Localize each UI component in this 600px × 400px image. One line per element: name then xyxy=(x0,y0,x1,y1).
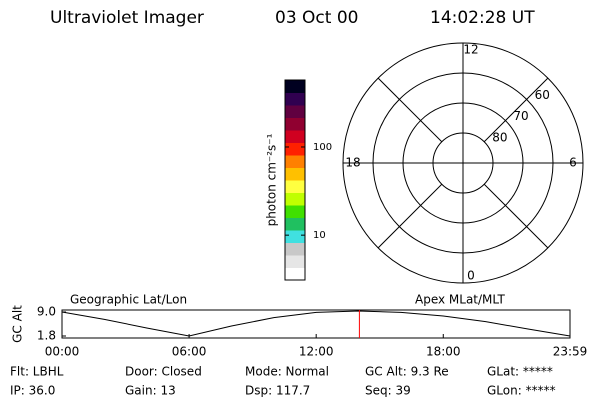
latitude-label: 70 xyxy=(513,109,528,123)
title: Ultraviolet Imager xyxy=(50,8,204,28)
status-field: GC Alt: 9.3 Re xyxy=(365,365,449,379)
colorbar-swatch xyxy=(285,167,305,181)
y-tick-label: 9.0 xyxy=(37,305,56,319)
colorbar-label: photon cm⁻²s⁻¹ xyxy=(265,133,279,226)
colorbar-swatch xyxy=(285,155,305,168)
date: 03 Oct 00 xyxy=(275,8,358,28)
colorbar-tick-label: 100 xyxy=(313,142,332,153)
colorbar-swatch xyxy=(285,230,305,243)
x-tick-label: 12:00 xyxy=(299,345,334,359)
status-field: IP: 36.0 xyxy=(10,384,55,398)
status-field: GLat: ***** xyxy=(487,365,553,379)
colorbar-swatch xyxy=(285,242,305,256)
x-tick-label: 00:00 xyxy=(45,345,80,359)
colorbar-swatch xyxy=(285,92,305,106)
polar-spoke xyxy=(377,183,443,249)
colorbar-swatch xyxy=(285,105,305,118)
right-label: Apex MLat/MLT xyxy=(415,293,505,307)
latitude-label: 80 xyxy=(492,130,507,144)
polar-spoke xyxy=(483,77,549,143)
left-label: Geographic Lat/Lon xyxy=(70,293,187,307)
status-field: GLon: ***** xyxy=(487,384,556,398)
colorbar-swatch xyxy=(285,80,305,93)
mlt-label: 6 xyxy=(569,156,577,170)
x-tick-label: 23:59 xyxy=(553,345,588,359)
status-field: Dsp: 117.7 xyxy=(245,384,310,398)
mlt-label: 12 xyxy=(463,43,478,57)
x-tick-label: 06:00 xyxy=(172,345,207,359)
colorbar-frame xyxy=(284,79,306,281)
colorbar-tick-label: 10 xyxy=(313,230,326,241)
colorbar-swatch xyxy=(285,205,305,218)
status-field: Door: Closed xyxy=(125,365,202,379)
colorbar-swatch xyxy=(285,180,305,193)
status-field: Flt: LBHL xyxy=(10,365,64,379)
mlt-label: 0 xyxy=(467,269,475,283)
time: 14:02:28 UT xyxy=(430,8,535,28)
latitude-label: 60 xyxy=(535,88,550,102)
colorbar-swatch xyxy=(285,117,305,131)
status-field: Mode: Normal xyxy=(245,365,329,379)
colorbar-swatch xyxy=(285,192,305,206)
y-tick-label: 1.8 xyxy=(37,329,56,343)
polar-spoke xyxy=(483,183,549,249)
polar-spoke xyxy=(377,77,443,143)
colorbar-swatch xyxy=(285,142,305,156)
y-axis-label: GC Alt xyxy=(11,305,25,343)
mlt-label: 18 xyxy=(345,156,360,170)
altitude-line xyxy=(61,310,571,337)
colorbar-swatch xyxy=(285,255,305,268)
x-tick-label: 18:00 xyxy=(426,345,461,359)
colorbar-swatch xyxy=(285,217,305,231)
colorbar-swatch xyxy=(285,130,305,143)
colorbar-swatch xyxy=(285,267,305,281)
status-field: Gain: 13 xyxy=(125,384,176,398)
strip-frame xyxy=(61,309,571,339)
status-field: Seq: 39 xyxy=(365,384,411,398)
